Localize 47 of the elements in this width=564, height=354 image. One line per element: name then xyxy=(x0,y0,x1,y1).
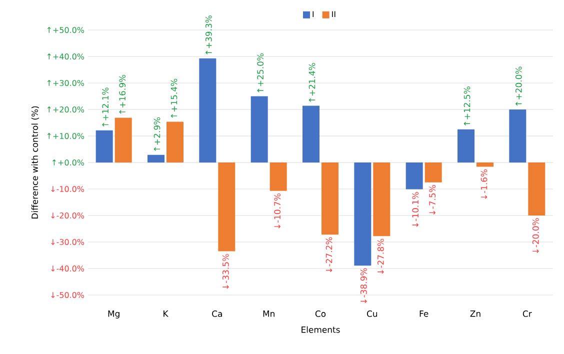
x-tick-label: Mn xyxy=(263,310,274,317)
data-label: ↑+12.5% xyxy=(464,86,470,126)
bar xyxy=(476,162,494,167)
data-label: ↓-20.0% xyxy=(532,218,539,254)
x-tick-label: Fe xyxy=(420,310,428,317)
data-label: ↑+2.9% xyxy=(154,117,160,151)
bar xyxy=(302,106,320,162)
bar xyxy=(509,110,526,162)
x-tick-label: Co xyxy=(315,310,326,317)
bar xyxy=(166,122,184,162)
data-label: ↑+25.0% xyxy=(257,53,264,92)
bar xyxy=(528,162,546,216)
data-label: ↑+16.9% xyxy=(119,74,126,114)
x-tick-label: Mg xyxy=(108,310,120,318)
data-label: ↑+15.4% xyxy=(170,78,178,118)
bar xyxy=(148,154,165,162)
data-label: ↑+20.0% xyxy=(515,66,522,106)
bar xyxy=(458,129,475,162)
bar xyxy=(250,96,268,162)
x-tick-label: Cu xyxy=(366,310,378,317)
x-tick-label: Cr xyxy=(522,310,532,317)
bar xyxy=(199,58,216,162)
bar xyxy=(96,130,113,162)
bar xyxy=(373,162,390,236)
bar xyxy=(354,162,372,266)
data-label: ↓-10.7% xyxy=(274,194,281,228)
x-axis-title: Elements xyxy=(302,326,340,333)
data-label: ↑+21.4% xyxy=(308,62,316,102)
bar xyxy=(218,162,236,252)
x-tick-label: K xyxy=(164,310,168,317)
x-tick-label: Ca xyxy=(212,310,222,317)
data-label: ↑+39.3% xyxy=(205,16,212,54)
bar xyxy=(406,162,423,190)
bar xyxy=(114,118,132,162)
data-label: ↓-10.1% xyxy=(412,192,419,227)
data-label: ↓-27.2% xyxy=(326,237,332,272)
data-label: ↓-27.8% xyxy=(377,238,384,274)
bar xyxy=(424,162,442,182)
data-label: ↓-1.6% xyxy=(480,169,488,199)
bar xyxy=(321,162,338,235)
bar xyxy=(270,162,287,191)
data-label: ↓-38.9% xyxy=(360,268,367,304)
x-tick-label: Zn xyxy=(470,310,480,317)
y-axis-title: Difference with control (%) xyxy=(31,106,39,219)
data-label: ↓-7.5% xyxy=(429,185,436,215)
data-label: ↑+12.1% xyxy=(102,88,109,126)
data-label: ↓-33.5% xyxy=(222,254,229,289)
